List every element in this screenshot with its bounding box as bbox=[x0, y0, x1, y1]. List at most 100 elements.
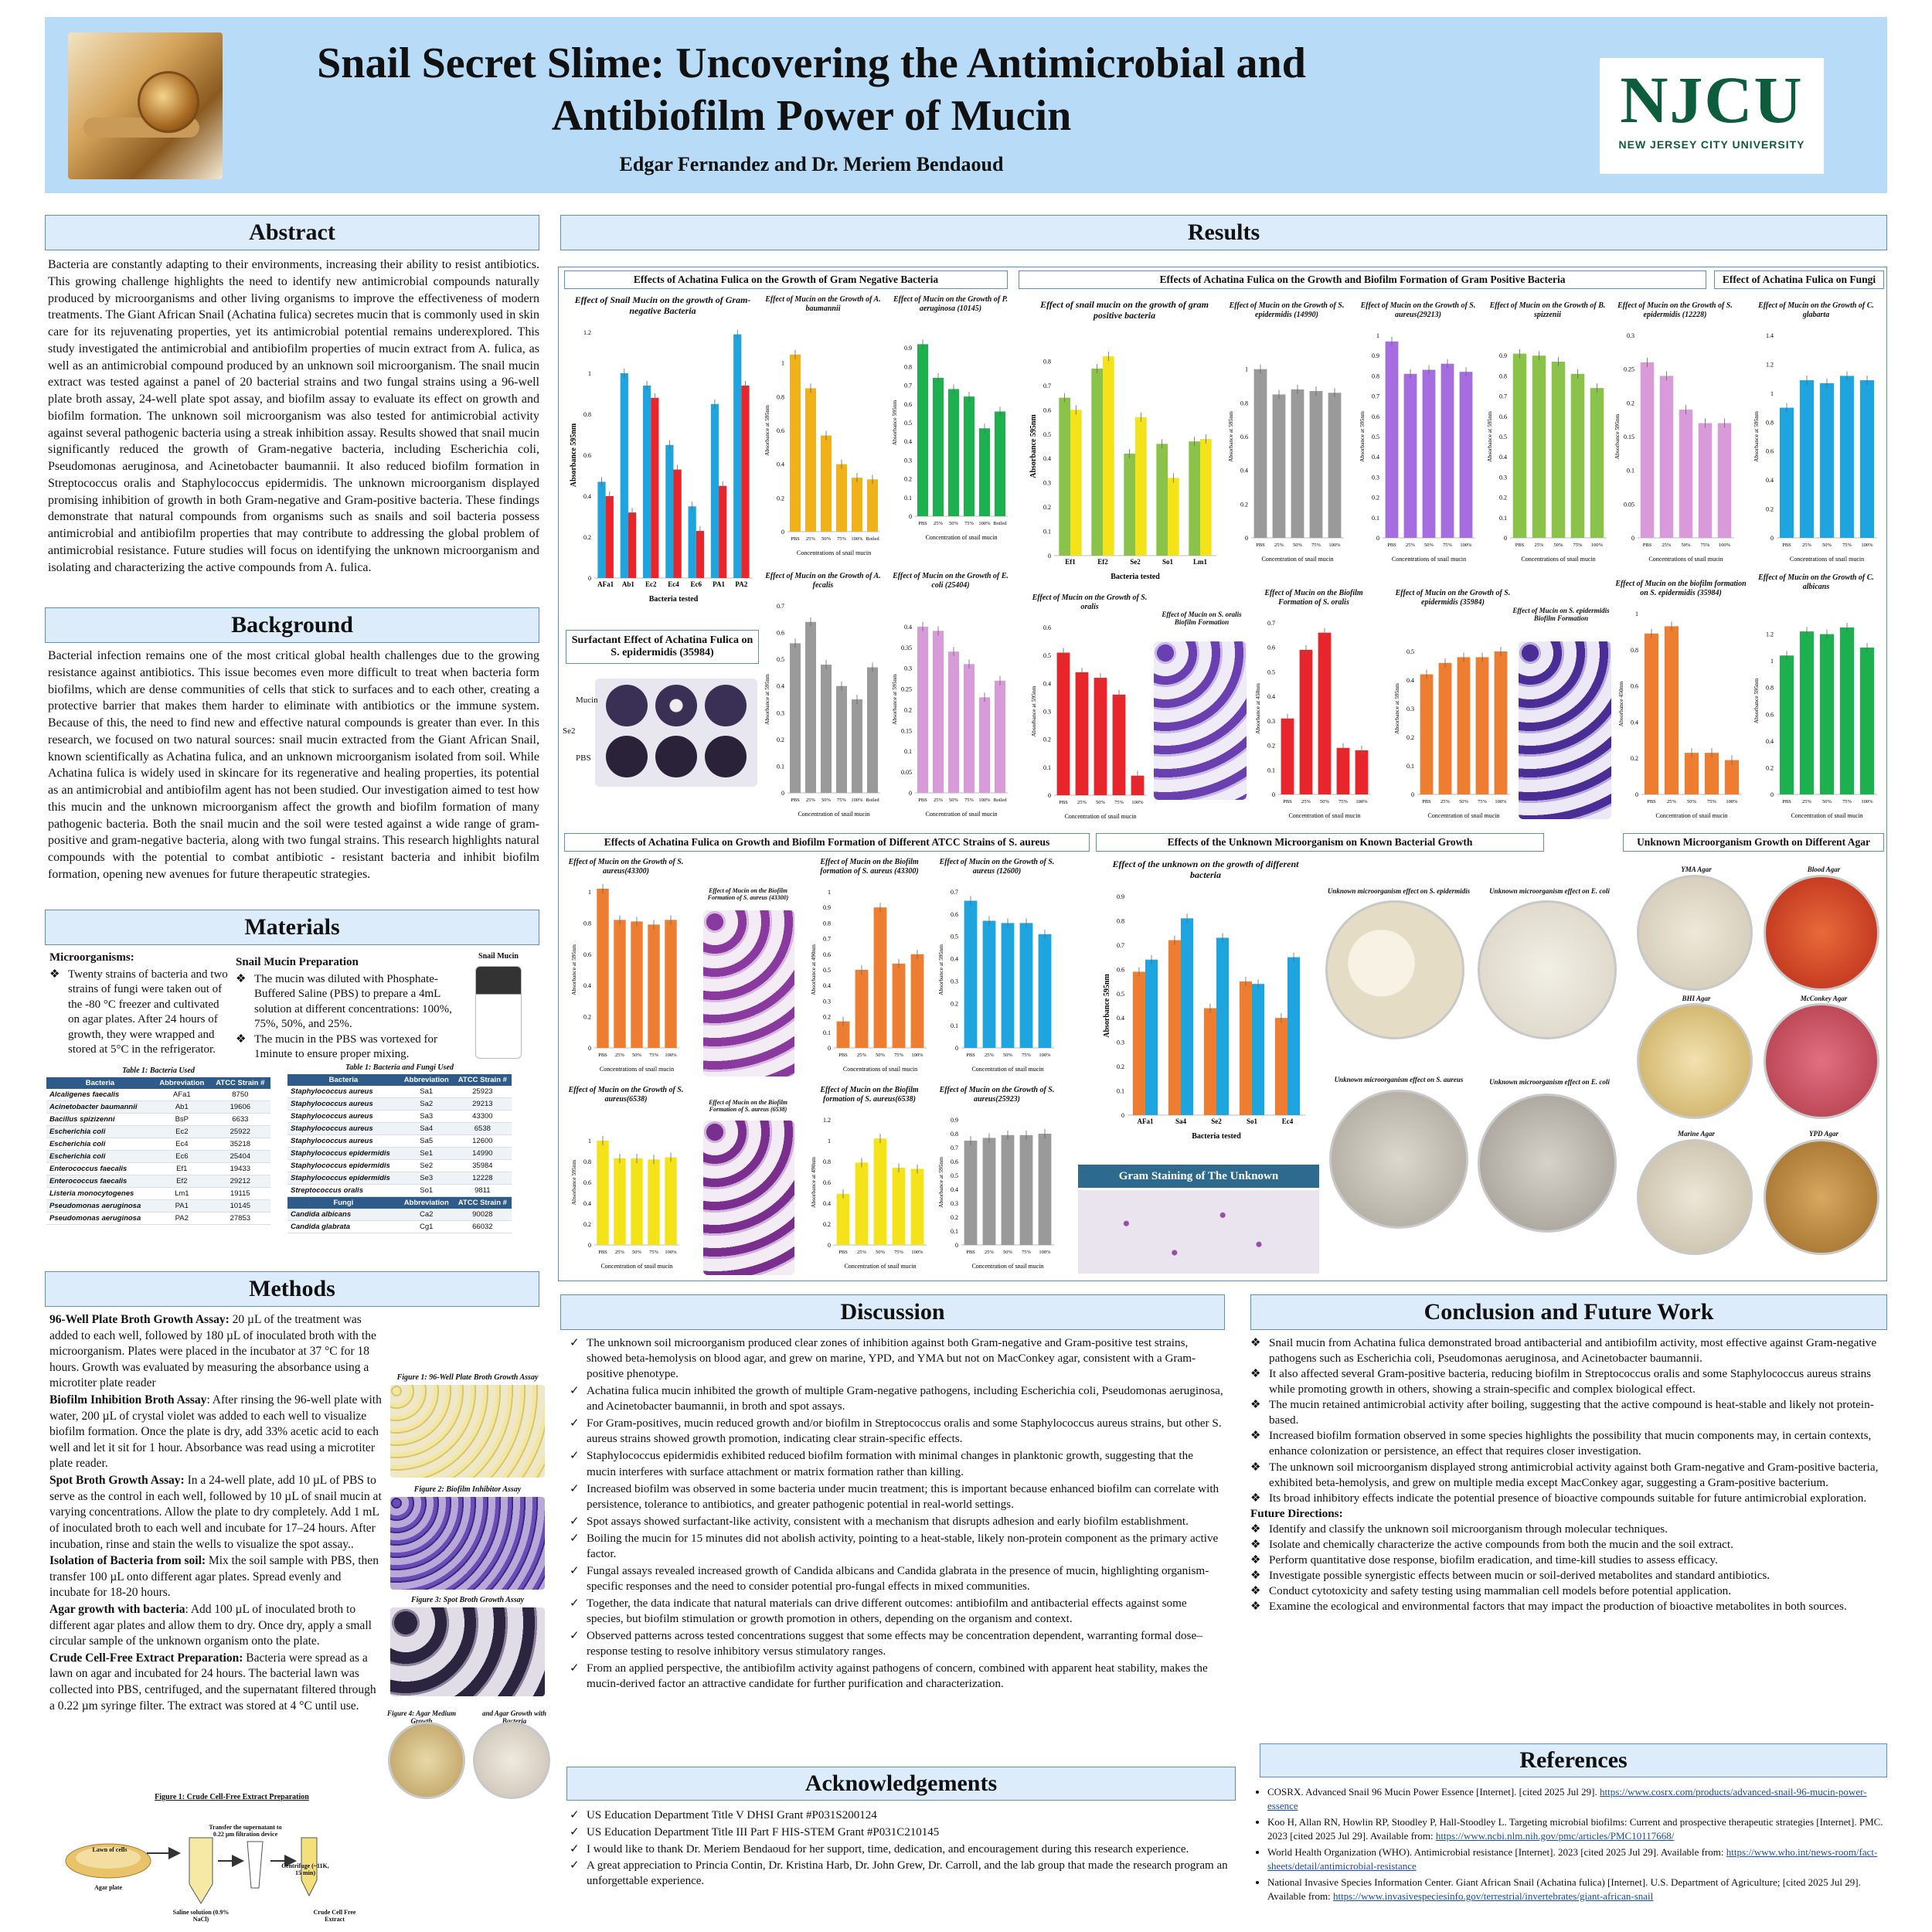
x-tick-label: 25% bbox=[1301, 799, 1311, 804]
y-tick-label: 1 bbox=[828, 1138, 831, 1145]
y-tick-label: 0.2 bbox=[1766, 764, 1774, 771]
x-tick-label: 100% bbox=[1861, 799, 1873, 804]
conclusion-item: Its broad inhibitory effects indicate th… bbox=[1250, 1491, 1887, 1506]
bar bbox=[1001, 923, 1015, 1048]
bar bbox=[1779, 407, 1794, 538]
x-tick-label: 50% bbox=[1459, 799, 1469, 804]
chart-svg: 0 0.2 0.4 0.6 0.8 1 PBS 25% 50% 75% 100% Concentrat… bbox=[570, 883, 679, 1073]
future-item: Perform quantitative dose response, biof… bbox=[1250, 1553, 1887, 1568]
njcu-logo: NJCU NEW JERSEY CITY UNIVERSITY bbox=[1600, 58, 1824, 174]
bar bbox=[1799, 631, 1815, 794]
crude-label-centrifuge: Centrifuge (~11K, 15 min) bbox=[281, 1862, 329, 1876]
table-cell: Staphylococcus aureus bbox=[287, 1134, 400, 1148]
y-tick-label: 0.4 bbox=[1267, 693, 1275, 700]
references-list: COSRX. Advanced Snail 96 Mucin Power Ess… bbox=[1253, 1785, 1883, 1906]
y-tick-label: 1.4 bbox=[1766, 332, 1774, 339]
y-tick-label: 0.5 bbox=[1406, 648, 1414, 655]
x-tick-label: 25% bbox=[615, 1053, 625, 1058]
x-tick-label: 25% bbox=[806, 798, 816, 803]
y-tick-label: 0.4 bbox=[904, 438, 912, 445]
x-tick-label: 50% bbox=[876, 1053, 886, 1058]
x-tick-label: 100% bbox=[1328, 543, 1341, 548]
y-tick-label: 0.8 bbox=[951, 1131, 958, 1138]
reference-link[interactable]: https://www.who.int/news-room/fact-sheet… bbox=[1267, 1846, 1878, 1872]
reference-link[interactable]: https://www.ncbi.nlm.nih.gov/pmc/article… bbox=[1435, 1829, 1675, 1842]
table-cell: Lm1 bbox=[153, 1187, 210, 1200]
x-tick-label: 100% bbox=[1719, 543, 1731, 548]
x-tick-label: 50% bbox=[632, 1053, 642, 1058]
reference-link[interactable]: https://www.cosrx.com/products/advanced-… bbox=[1267, 1786, 1867, 1811]
y-tick-label: 0.8 bbox=[1766, 685, 1774, 692]
agar-dish-photo-2 bbox=[473, 1722, 550, 1799]
bar bbox=[1336, 747, 1350, 794]
y-tick-label: 0.2 bbox=[1372, 495, 1379, 502]
dish-caption-1: Unknown microorganism effect on S. epide… bbox=[1327, 887, 1471, 895]
conclusion-heading: Conclusion and Future Work bbox=[1250, 1294, 1887, 1330]
y-tick-label: 0.2 bbox=[583, 534, 591, 541]
y-axis-label: Absorbance 595nm bbox=[891, 400, 898, 446]
photo-sepi-biofilm bbox=[1519, 641, 1611, 819]
table-cell: 66032 bbox=[453, 1220, 512, 1233]
x-tick-label: 100% bbox=[1460, 543, 1472, 548]
y-tick-label: 0.1 bbox=[1043, 764, 1051, 771]
table-cell: 25923 bbox=[453, 1086, 512, 1098]
bar bbox=[1839, 627, 1855, 794]
y-tick-label: 0.7 bbox=[951, 889, 958, 896]
bar bbox=[892, 1168, 906, 1245]
x-tick-label: 25% bbox=[857, 1053, 867, 1058]
subhead-unknown: Effects of the Unknown Microorganism on … bbox=[1096, 833, 1544, 852]
bar bbox=[1420, 674, 1434, 794]
bar bbox=[873, 1138, 887, 1245]
bar bbox=[805, 621, 816, 793]
agar-yma bbox=[1637, 875, 1753, 991]
bar bbox=[673, 469, 682, 578]
table-cell: 12600 bbox=[453, 1134, 512, 1148]
discussion-item: Staphylococcus epidermidis exhibited red… bbox=[568, 1448, 1225, 1479]
bar bbox=[910, 954, 924, 1048]
x-axis-label: Bacteria tested bbox=[1111, 573, 1160, 581]
y-tick-label: 0.1 bbox=[904, 495, 912, 502]
chart-svg: 0 0.1 0.2 0.3 0.4 0.5 0.6 0.7 PBS 25% 50% 75% 100% Co… bbox=[937, 889, 1054, 1073]
x-tick-label: 100% bbox=[1726, 799, 1738, 804]
photo-sa6538-biofilm bbox=[703, 1121, 794, 1275]
table2-caption: Table 1: Bacteria and Fungi Used bbox=[345, 1063, 454, 1072]
x-tick-label: 75% bbox=[837, 536, 847, 542]
bar bbox=[1328, 393, 1342, 538]
bar bbox=[948, 651, 959, 793]
table-row: Alcaligenes faecalis AFa1 8750 bbox=[46, 1089, 270, 1101]
y-tick-label: 0 bbox=[1770, 535, 1774, 542]
table-row: Bacillus spizizenni BsP 6633 bbox=[46, 1113, 270, 1126]
y-axis-label: Absorbance 450nm bbox=[1617, 682, 1624, 727]
y-tick-label: 0 bbox=[781, 529, 784, 536]
x-tick-label: 100% bbox=[851, 798, 863, 803]
crude-label-agar: Agar plate bbox=[94, 1884, 123, 1891]
bacteria-table-1: Bacteria Abbreviation ATCC Strain # Alcalig… bbox=[46, 1077, 270, 1225]
crude-figure-caption: Figure 1: Crude Cell-Free Extract Prepar… bbox=[155, 1793, 309, 1801]
y-tick-label: 0.2 bbox=[1117, 1063, 1124, 1070]
y-tick-label: 0.2 bbox=[951, 1214, 958, 1221]
bar bbox=[1403, 373, 1417, 538]
reference-link[interactable]: https://www.invasivespeciesinfo.gov/terr… bbox=[1332, 1889, 1654, 1902]
surfactant-heading: Surfactant Effect of Achatina Fulica on … bbox=[566, 630, 759, 664]
x-tick-label: PBS bbox=[838, 1250, 848, 1255]
mucin-bottle-image bbox=[475, 966, 522, 1059]
y-tick-label: 0.2 bbox=[583, 1014, 591, 1021]
y-tick-label: 0 bbox=[588, 1242, 591, 1249]
y-tick-label: 0.3 bbox=[1043, 709, 1051, 716]
conclusion-block: Snail mucin from Achatina fulica demonst… bbox=[1250, 1335, 1887, 1614]
x-axis-label: Concentrations of snail mucin bbox=[843, 1066, 917, 1073]
table-cell: BsP bbox=[153, 1113, 210, 1126]
bar bbox=[1216, 937, 1230, 1115]
y-tick-label: 0.1 bbox=[904, 748, 912, 755]
bar bbox=[982, 920, 996, 1048]
x-tick-label: 50% bbox=[821, 536, 832, 542]
x-tick-label: So1 bbox=[1162, 558, 1174, 566]
x-tick-label: Ec4 bbox=[1282, 1117, 1294, 1125]
bar bbox=[836, 464, 847, 532]
chart-title: Effect of Mucin on the Growth of S. epid… bbox=[1229, 301, 1345, 319]
bar bbox=[1355, 750, 1369, 794]
bar bbox=[1839, 376, 1855, 538]
method-text: Mix the soil sample with PBS, then trans… bbox=[49, 1554, 379, 1600]
x-tick-label: PBS bbox=[1283, 799, 1292, 804]
table-cell: Sa4 bbox=[399, 1122, 454, 1135]
